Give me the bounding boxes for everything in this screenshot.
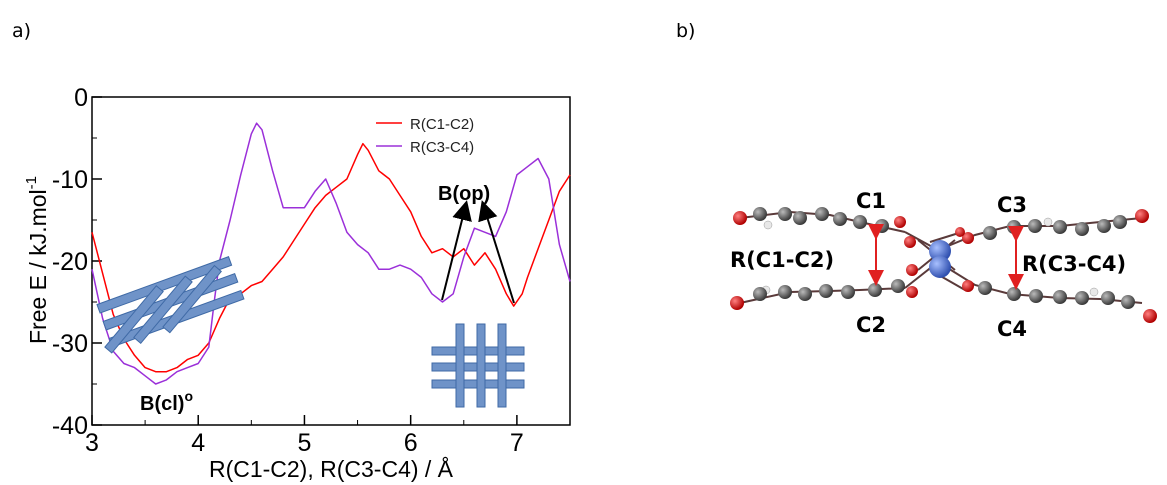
carbon-atom	[868, 283, 882, 297]
label-r-c3-c4: R(C3-C4)	[1022, 252, 1126, 276]
bottom-right-ring	[962, 280, 1157, 323]
x-tick-label: 5	[297, 429, 311, 457]
hydrogen-atom	[1043, 217, 1053, 227]
carbon-atom	[1028, 219, 1042, 233]
carbon-atom	[1097, 219, 1111, 233]
metal-atom-bottom	[929, 256, 951, 278]
y-tick-label: -30	[52, 330, 88, 358]
x-tick-label: 6	[404, 429, 418, 457]
carbon-atom	[778, 207, 792, 221]
carbon-atom	[1075, 291, 1089, 305]
label-c3: C3	[997, 193, 1027, 217]
oxygen-atom	[955, 227, 965, 237]
hydrogen-atom	[763, 220, 773, 230]
top-left-ring	[733, 207, 916, 248]
carbon-atom	[1053, 220, 1067, 234]
carbon-atom	[753, 207, 767, 221]
carbon-atom	[1121, 295, 1135, 309]
legend-label-c3c4: R(C3-C4)	[410, 139, 474, 156]
oxygen-atom	[962, 232, 974, 244]
paddlewheel-molecule-diagram: C1 C2 C3 C4 R(C1-C2) R(C3-C4)	[730, 189, 1157, 341]
x-tick-label: 7	[510, 429, 524, 457]
carbon-atom	[753, 287, 767, 301]
carbon-atom	[853, 215, 867, 229]
hydrogen-atom	[1089, 287, 1099, 297]
y-tick-label: 0	[74, 84, 88, 112]
oxygen-atom	[894, 216, 906, 228]
carbon-atom	[1113, 215, 1127, 229]
metal-atom-top	[929, 240, 951, 262]
carbon-atom	[778, 285, 792, 299]
carbon-atom	[841, 285, 855, 299]
carbon-atom	[1007, 287, 1021, 301]
carbon-atom	[793, 211, 807, 225]
label-c4: C4	[997, 317, 1027, 341]
carbon-atom	[1029, 289, 1043, 303]
open-lattice-icon	[431, 323, 525, 408]
oxygen-atom	[904, 236, 916, 248]
carbon-atom	[1007, 220, 1021, 234]
x-tick-label: 3	[85, 429, 99, 457]
carbon-atom	[833, 212, 847, 226]
x-tick-labels: 3 4 5 6 7	[85, 429, 524, 457]
annotation-open-state: B(op)	[438, 183, 490, 205]
carbon-atom	[1075, 222, 1089, 236]
oxygen-atom	[1143, 309, 1157, 323]
label-c1: C1	[856, 189, 886, 213]
panel-a-label: a)	[12, 20, 32, 42]
oxygen-atom	[730, 296, 744, 310]
annotation-closed-state: B(cl)o	[140, 388, 193, 415]
closed-lattice-icon	[96, 256, 245, 354]
legend-label-c1c2: R(C1-C2)	[410, 116, 474, 133]
y-axis-title: Free E / kJ.mol-1	[23, 176, 51, 344]
x-tick-label: 4	[191, 429, 205, 457]
y-tick-labels: -40 -30 -20 -10 0	[52, 84, 88, 440]
bottom-left-ring	[730, 264, 918, 310]
carbon-atom	[875, 219, 889, 233]
y-tick-label: -10	[52, 166, 88, 194]
panel-b-label: b)	[676, 20, 696, 42]
carbon-atom	[978, 281, 992, 295]
legend: R(C1-C2) R(C3-C4)	[376, 116, 474, 156]
carbon-atom	[815, 207, 829, 221]
series-line-r-c3-c4	[91, 122, 571, 385]
carbon-atom	[798, 287, 812, 301]
series-group	[91, 122, 571, 385]
oxygen-atom	[1135, 209, 1149, 223]
series-line-r-c1-c2	[91, 142, 571, 373]
axis-ticks	[91, 96, 518, 426]
annotation-arrow-right	[478, 200, 515, 304]
label-c2: C2	[856, 313, 886, 337]
carbon-atom	[1101, 291, 1115, 305]
carbon-atom	[891, 279, 905, 293]
free-energy-chart: 3 4 5 6 7 -40 -30 -20 -10 0 R(C1-C2), R(C3-C4) /…	[23, 84, 571, 482]
oxygen-atom	[906, 286, 918, 298]
carbon-atom	[983, 226, 997, 240]
y-tick-label: -20	[52, 248, 88, 276]
carbon-atom	[819, 284, 833, 298]
annotation-arrow-left	[441, 200, 472, 301]
x-axis-title: R(C1-C2), R(C3-C4) / Å	[209, 455, 454, 482]
top-right-ring	[955, 209, 1149, 244]
carbon-atom	[1053, 290, 1067, 304]
label-r-c1-c2: R(C1-C2)	[730, 248, 834, 272]
oxygen-atom	[906, 264, 918, 276]
oxygen-atom	[962, 280, 974, 292]
y-tick-label: -40	[52, 412, 88, 440]
oxygen-atom	[733, 211, 747, 225]
